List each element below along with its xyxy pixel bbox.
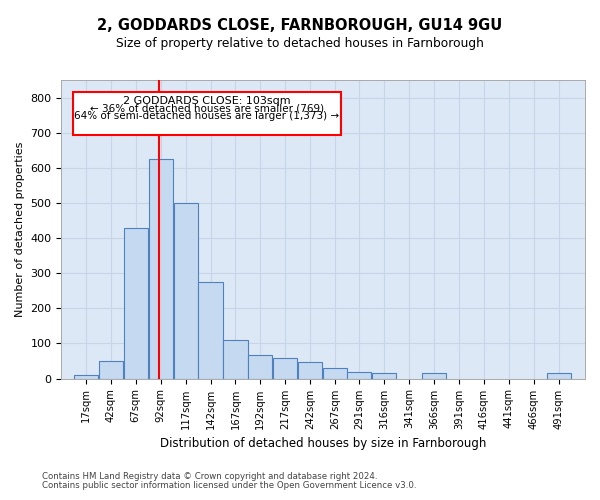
FancyBboxPatch shape [73,92,341,136]
Text: Size of property relative to detached houses in Farnborough: Size of property relative to detached ho… [116,38,484,51]
Bar [323,368,347,378]
Bar [248,354,272,378]
Text: 2 GODDARDS CLOSE: 103sqm: 2 GODDARDS CLOSE: 103sqm [123,96,291,106]
Bar [99,361,123,378]
Bar [547,374,571,378]
Bar [273,358,298,378]
Bar [372,374,396,378]
Bar [149,159,173,378]
Text: Contains public sector information licensed under the Open Government Licence v3: Contains public sector information licen… [42,481,416,490]
Bar [347,372,371,378]
Bar [223,340,248,378]
Bar [124,228,148,378]
Bar [422,374,446,378]
Text: 64% of semi-detached houses are larger (1,373) →: 64% of semi-detached houses are larger (… [74,112,340,122]
Bar [173,203,197,378]
Text: Contains HM Land Registry data © Crown copyright and database right 2024.: Contains HM Land Registry data © Crown c… [42,472,377,481]
Bar [74,375,98,378]
Bar [199,282,223,378]
Y-axis label: Number of detached properties: Number of detached properties [15,142,25,317]
Text: 2, GODDARDS CLOSE, FARNBOROUGH, GU14 9GU: 2, GODDARDS CLOSE, FARNBOROUGH, GU14 9GU [97,18,503,32]
Text: ← 36% of detached houses are smaller (769): ← 36% of detached houses are smaller (76… [90,104,324,114]
X-axis label: Distribution of detached houses by size in Farnborough: Distribution of detached houses by size … [160,437,487,450]
Bar [298,362,322,378]
